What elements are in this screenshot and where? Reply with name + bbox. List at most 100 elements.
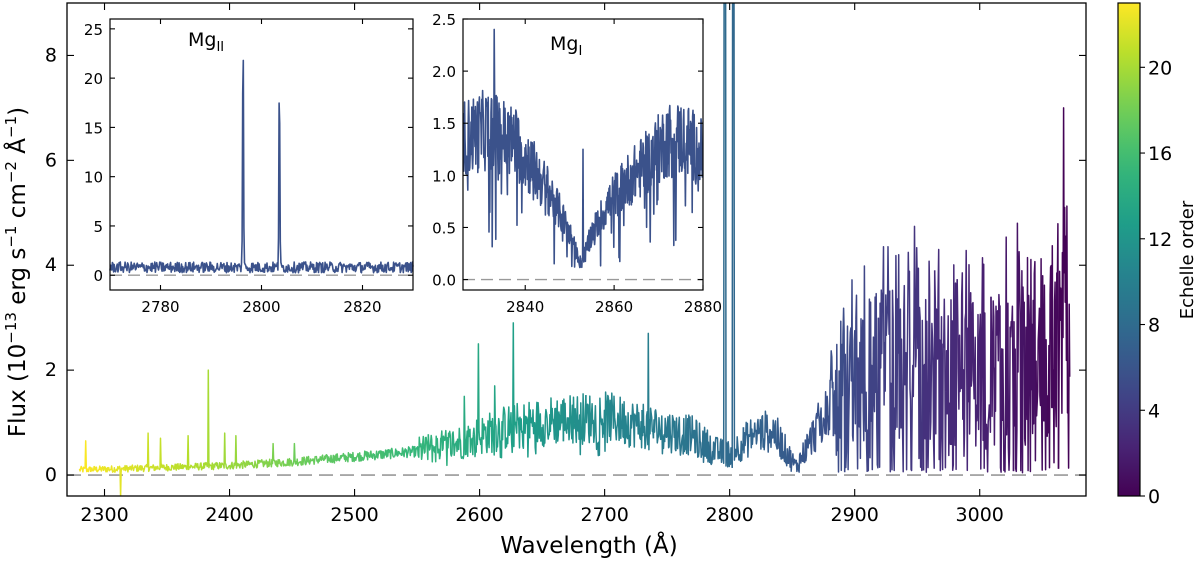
inset-mg-ii-spectrum	[109, 59, 414, 274]
spectrum-segment	[191, 462, 204, 471]
x-axis-label: Wavelength (Å)	[500, 531, 677, 559]
spectrum-segment	[123, 464, 137, 473]
spectrum-segment	[1001, 236, 1015, 473]
spectrum-segment	[393, 447, 407, 458]
spectrum-segment	[720, 3, 733, 468]
inset-mg-i-title: MgI	[550, 33, 582, 59]
colorbar-ticks: 0 4 8 12 16 20	[1140, 57, 1172, 508]
spectrum-segment	[933, 248, 947, 472]
spectrum-segment	[540, 397, 553, 448]
inset-mg-i: 2840 2860 2880 0.0 0.5 1.0 1.5 2.0 2.5 MgI	[432, 11, 722, 316]
spectrum-segment	[956, 249, 970, 472]
spectrum-segment	[236, 460, 250, 470]
spectrum-segment	[551, 399, 565, 444]
spectrum-segment	[967, 264, 981, 447]
spectrum-segment	[787, 446, 801, 473]
spectrum-segment	[135, 463, 148, 473]
y-tick-label: 5	[93, 218, 103, 236]
spectrum-segment	[618, 396, 632, 448]
spectrum-segment	[349, 451, 362, 463]
y-label-mid2: cm	[5, 183, 31, 225]
spectrum-segment	[877, 246, 891, 468]
spectrum-segment	[1046, 222, 1060, 469]
spectrum-segment	[843, 279, 857, 473]
spectrum-segment	[450, 427, 463, 459]
inset-mg-ii-title-main: Mg	[188, 29, 216, 51]
y-axis-label: Flux (10−13 erg s−1 cm−2 Å−1)	[2, 107, 31, 437]
spectrum-segment	[742, 419, 756, 458]
x-tick-label: 2800	[705, 504, 753, 526]
spectrum-segment	[405, 445, 418, 459]
y-tick-label: 20	[84, 70, 103, 88]
y-tick-label: 0.0	[432, 272, 456, 290]
spectrum-segment	[326, 453, 340, 464]
spectrum-segment	[652, 409, 666, 455]
spectrum-segment	[213, 432, 227, 470]
colorbar-tick-label: 20	[1148, 57, 1172, 79]
spectrum-segment	[911, 225, 925, 472]
spectrum-segment	[922, 260, 936, 473]
colorbar-frame	[1117, 2, 1141, 497]
spectrum-segment	[821, 350, 835, 440]
x-tick-label: 2600	[455, 504, 503, 526]
spectrum-segment	[528, 401, 542, 455]
colorbar-label: Echelle order	[1177, 200, 1198, 319]
spectrum-segment	[641, 332, 655, 451]
y-label-suffix: )	[5, 107, 31, 116]
spectrum-segment	[416, 434, 430, 461]
x-tick-label: 2400	[205, 504, 253, 526]
spectrum-segment	[258, 458, 272, 468]
x-tick-label: 2300	[80, 504, 128, 526]
y-label-mid1: erg s	[5, 248, 31, 312]
y-tick-label: 10	[84, 169, 103, 187]
inset-mg-i-x-ticks: 2840 2860 2880	[506, 19, 722, 316]
spectrum-segment	[371, 450, 385, 461]
spectrum-segment	[506, 322, 520, 454]
main-spectrum	[78, 3, 1071, 496]
spectrum-segment	[1023, 256, 1037, 473]
spectrum-segment	[169, 462, 182, 471]
spectrum-segment	[866, 292, 880, 472]
y-label-exp2: −1	[2, 226, 20, 248]
spectrum-segment	[697, 422, 711, 464]
spectrum-segment	[663, 414, 677, 454]
spectrum-segment	[1035, 258, 1048, 471]
y-tick-label: 1.0	[432, 167, 456, 185]
inset-mg-i-y-ticks: 0.0 0.5 1.0 1.5 2.0 2.5	[432, 11, 703, 290]
spectrum-segment	[1057, 107, 1071, 469]
colorbar-tick-label: 12	[1148, 229, 1172, 251]
spectrum-segment	[776, 417, 790, 467]
spectrum-segment	[360, 450, 373, 462]
y-tick-label: 8	[45, 44, 57, 66]
spectrum-segment	[303, 455, 317, 466]
y-label-prefix: Flux (10	[5, 344, 31, 437]
spectrum-segment	[337, 452, 351, 463]
spectrum-segment	[247, 459, 261, 469]
x-tick-label: 2780	[141, 298, 179, 316]
spectrum-segment	[945, 264, 958, 472]
x-tick-label: 2880	[684, 298, 722, 316]
inset-mg-ii-background	[110, 19, 413, 290]
spectrum-segment	[607, 392, 621, 442]
spectrum-segment	[888, 253, 902, 473]
spectrum-segment	[978, 257, 992, 473]
y-tick-label: 15	[84, 119, 103, 137]
y-label-exp4: −1	[2, 116, 20, 138]
spectrum-segment	[292, 442, 306, 467]
y-tick-label: 2.0	[432, 63, 456, 81]
spectrum-segment	[765, 414, 778, 453]
spectrum-segment	[731, 3, 745, 468]
spectrum-segment	[799, 427, 812, 464]
y-label-exp3: −2	[2, 161, 20, 183]
x-tick-label: 2840	[506, 298, 544, 316]
spectrum-segment	[101, 465, 114, 473]
y-label-exp1: −13	[2, 312, 20, 344]
x-tick-label: 2500	[330, 504, 378, 526]
spectrum-segment	[708, 435, 722, 466]
colorbar-tick-label: 0	[1148, 486, 1160, 508]
spectrum-segment	[495, 406, 508, 459]
y-tick-label: 0.5	[432, 219, 456, 237]
main-y-ticks: 0 2 4 6 8	[45, 44, 1086, 486]
spectrum-segment	[517, 401, 531, 458]
spectrum-segment	[382, 447, 396, 460]
